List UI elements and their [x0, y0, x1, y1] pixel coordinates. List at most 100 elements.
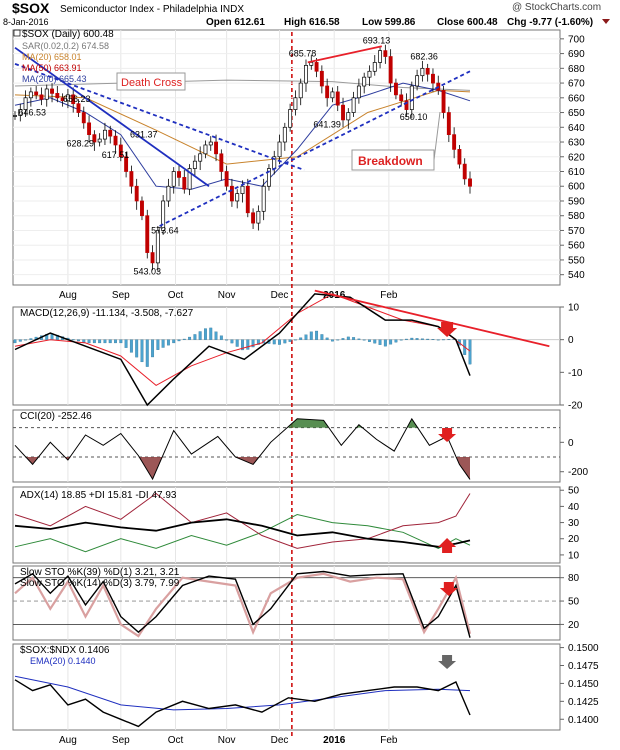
macd-histogram-bar — [77, 339, 80, 342]
macd-histogram-bar — [98, 339, 102, 344]
price-label-8: 641.39 — [313, 119, 341, 129]
adx-panel-title: ADX(14) 18.85 +DI 15.81 -DI 47.93 — [20, 490, 177, 501]
candle-body — [97, 138, 102, 143]
candle-body — [330, 91, 335, 99]
candle-body — [161, 200, 166, 231]
candle-body — [362, 76, 367, 87]
x-tick-label-0-6: Feb — [380, 290, 398, 301]
macd-signal-line — [14, 293, 471, 387]
ma50-line — [14, 89, 471, 165]
candle-body — [293, 97, 298, 110]
macd-histogram-bar — [410, 337, 414, 340]
candle-body — [134, 185, 139, 202]
ohlc-high: High 616.58 — [284, 17, 340, 28]
candle-body — [309, 62, 314, 66]
cci-axis-tick-label-0: -200 — [568, 467, 588, 478]
death-cross-label: Death Cross — [121, 77, 183, 89]
macd-histogram-bar — [92, 339, 96, 344]
candle-body — [415, 75, 420, 87]
macd-histogram-bar — [129, 339, 133, 353]
macd-histogram-bar — [235, 339, 239, 347]
macd-histogram-bar — [188, 336, 192, 340]
price-axis-tick-label-2: 560 — [568, 241, 585, 252]
price-label-4: 631.37 — [130, 130, 158, 140]
macd-histogram-bar — [389, 339, 393, 345]
downtrend-line — [14, 46, 210, 187]
price-axis-tick-label-9: 630 — [568, 138, 585, 149]
macd-histogram-bar — [442, 339, 445, 341]
candle-body — [203, 144, 208, 155]
macd-histogram-bar — [156, 339, 160, 350]
price-axis-tick-label-14: 680 — [568, 64, 585, 75]
candle-body — [208, 141, 213, 146]
candle-body — [23, 97, 28, 110]
ohlc-close: Close 600.48 — [437, 17, 498, 28]
legend-price-swatch — [13, 29, 21, 37]
macd-histogram-bar — [468, 339, 472, 365]
candle-body — [81, 112, 86, 124]
price-axis-tick-label-7: 610 — [568, 167, 585, 178]
candle-body — [351, 97, 356, 113]
price-axis-tick-label-0: 540 — [568, 270, 585, 281]
panel-frame-4 — [12, 565, 561, 641]
candle-body — [288, 109, 293, 128]
macd-histogram-bar — [209, 327, 213, 340]
panel-frame-1 — [12, 306, 561, 406]
adx-axis-tick-label-4: 50 — [568, 486, 580, 497]
candle-body — [224, 171, 229, 187]
candle-body — [108, 129, 113, 137]
candle-body — [245, 185, 250, 214]
candle-body — [124, 156, 129, 172]
legend-ma200: MA(200) 665.43 — [22, 74, 87, 84]
candle-body — [319, 70, 324, 87]
candle-body — [219, 153, 224, 172]
price-axis-tick-label-10: 640 — [568, 123, 585, 134]
candle-body — [235, 193, 240, 202]
candle-body — [304, 65, 308, 84]
macd-histogram-bar — [103, 339, 107, 344]
macd-histogram-bar — [135, 339, 139, 358]
macd-histogram-bar — [341, 338, 345, 340]
candle-body — [256, 210, 261, 224]
macd-histogram-bar — [405, 338, 408, 340]
ratio-axis-tick-label-2: 0.1450 — [568, 679, 599, 690]
x-tick-label-1-6: Feb — [380, 735, 398, 746]
candle-body — [34, 91, 39, 96]
panel-frame-5 — [12, 643, 561, 731]
watermark: @ StockCharts.com — [512, 2, 601, 13]
ohlc-open: Open 612.61 — [206, 17, 265, 28]
macd-histogram-bar — [13, 339, 17, 344]
macd-histogram-bar — [426, 338, 430, 340]
candle-body — [367, 70, 372, 78]
candle-body — [13, 115, 17, 117]
candle-body — [425, 67, 430, 75]
candle-body — [468, 178, 472, 187]
sto-k14-line — [14, 572, 472, 638]
rising-support-line — [159, 70, 471, 227]
ratio-axis-tick-label-0: 0.1400 — [568, 715, 599, 726]
ratio-panel-title: $SOX:$NDX 0.1406 — [20, 645, 110, 656]
macd-histogram-bar — [288, 339, 292, 342]
ma200-line — [14, 79, 471, 91]
legend-sar: SAR(0.02,0.2) 674.58 — [22, 41, 109, 51]
macd-panel-title: MACD(12,26,9) -11.134, -3.508, -7.627 — [20, 308, 194, 319]
macd-histogram-bar — [140, 339, 144, 363]
candle-body — [55, 93, 60, 99]
candle-body — [18, 109, 23, 116]
legend-ma50: MA(50) 663.91 — [22, 63, 82, 73]
cci-panel-title: CCI(20) -252.46 — [20, 411, 92, 422]
x-tick-label-0-0: Aug — [59, 290, 77, 301]
candle-body — [431, 73, 435, 84]
minus-di-line — [14, 492, 471, 549]
macd-histogram-bar — [325, 337, 329, 340]
candle-body — [60, 97, 65, 102]
price-axis-tick-label-6: 600 — [568, 182, 585, 193]
x-tick-label-1-1: Sep — [112, 735, 130, 746]
price-label-1: 656.23 — [63, 94, 91, 104]
macd-histogram-bar — [251, 339, 255, 348]
candle-body — [171, 171, 176, 187]
macd-down-arrow-icon — [437, 322, 458, 337]
candle-body — [140, 200, 144, 217]
candle-body — [452, 134, 457, 150]
